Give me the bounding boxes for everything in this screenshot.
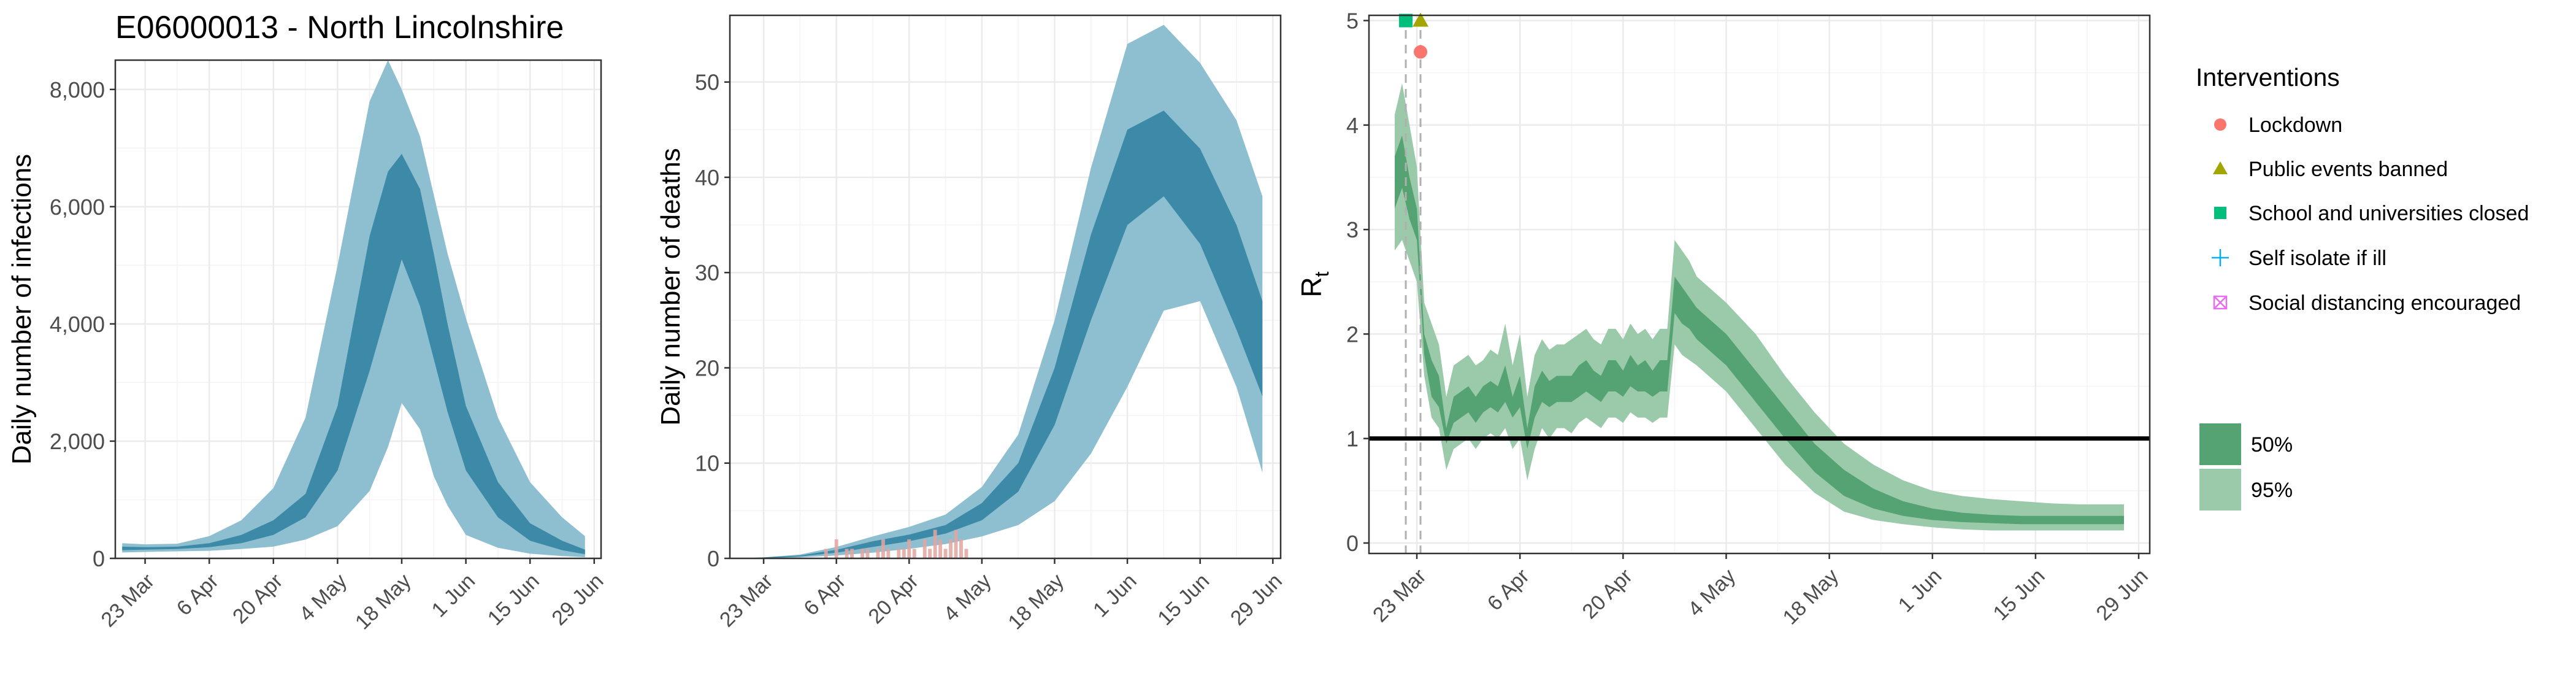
observed-death-bar (959, 539, 963, 558)
y-tick-label: 6,000 (50, 195, 105, 220)
intervention-marker (1399, 13, 1413, 28)
plot-background (1369, 15, 2150, 553)
plot-border (114, 59, 602, 560)
legend-item: Social distancing encouraged (2213, 291, 2521, 315)
legend-label: Social distancing encouraged (2248, 291, 2521, 315)
y-tick-label: 5 (1346, 9, 1359, 34)
legend-swatch (2199, 469, 2241, 511)
observed-death-bar (861, 549, 864, 558)
bands-legend: 50% 95% (2199, 423, 2293, 511)
observed-death-bar (881, 539, 885, 558)
y-tick-label: 0 (93, 546, 105, 571)
y-tick-label: 10 (695, 451, 719, 476)
y-tick-label: 20 (695, 355, 719, 380)
observed-death-bar (928, 549, 932, 558)
y-tick-label: 0 (707, 546, 719, 571)
intervention-marker (1414, 45, 1428, 59)
y-tick-label: 50 (695, 70, 719, 95)
observed-death-bar (964, 549, 968, 558)
y-tick-label: 3 (1346, 217, 1359, 242)
chart-title: E06000013 - North Lincolnshire (115, 10, 564, 45)
legend-label: Lockdown (2248, 114, 2342, 137)
observed-death-bar (876, 549, 880, 558)
plus-icon (2212, 249, 2229, 266)
legend-band-item: 95% (2199, 469, 2293, 511)
legend-swatch (2199, 423, 2241, 465)
circle-icon (2214, 118, 2226, 131)
legend-item: Lockdown (2214, 114, 2342, 137)
interventions-legend: Lockdown Public events banned School and u… (2212, 114, 2529, 315)
observed-death-bar (850, 549, 854, 558)
y-tick-label: 1 (1346, 426, 1359, 452)
triangle-icon (2213, 161, 2228, 174)
legend-label: School and universities closed (2248, 202, 2529, 225)
observed-death-bar (834, 539, 838, 558)
y-tick-label: 2 (1346, 322, 1359, 347)
boxed-x-icon (2213, 295, 2228, 310)
observed-death-bar (886, 549, 891, 558)
y-tick-label: 8,000 (50, 77, 105, 102)
y-tick-label: 4 (1346, 113, 1359, 138)
observed-death-bar (933, 530, 937, 558)
observed-death-bar (938, 539, 943, 558)
observed-death-bar (907, 539, 911, 558)
observed-death-bar (824, 549, 828, 558)
y-axis-title: Rt (1295, 271, 1333, 297)
plot-border (729, 14, 1282, 560)
observed-death-bar (845, 549, 849, 558)
ribbon-95 (1395, 83, 2124, 531)
y-tick-label: 40 (695, 165, 719, 190)
legend-label: Public events banned (2248, 158, 2448, 181)
observed-death-bar (912, 549, 916, 558)
y-tick-label: 2,000 (50, 429, 105, 454)
observed-death-bar (949, 539, 953, 558)
y-axis-title: Daily number of deaths (656, 148, 686, 425)
observed-death-bar (943, 549, 948, 558)
y-tick-label: 4,000 (50, 312, 105, 337)
y-axis-title: Daily number of infections (7, 154, 37, 464)
legend-band-item: 50% (2199, 423, 2293, 465)
observed-death-bar (902, 549, 906, 558)
observed-death-bar (922, 539, 927, 558)
y-tick-label: 30 (695, 260, 719, 285)
legend-label: 95% (2251, 479, 2293, 502)
legend-item: Self isolate if ill (2212, 247, 2386, 270)
legend-title: Interventions (2196, 63, 2340, 91)
legend-label: Self isolate if ill (2248, 247, 2386, 270)
square-icon (2214, 207, 2226, 219)
plot-border (1368, 14, 2151, 555)
observed-death-bar (897, 549, 901, 558)
intervention-marker (1413, 12, 1429, 27)
observed-death-bar (865, 549, 870, 558)
legend-label: 50% (2251, 433, 2293, 457)
observed-death-bar (954, 530, 958, 558)
legend-item: Public events banned (2213, 158, 2448, 181)
y-tick-label: 0 (1346, 531, 1359, 556)
legend: Interventions Lockdown Public events bann… (2196, 63, 2529, 511)
legend-item: School and universities closed (2214, 202, 2529, 225)
ribbon-50 (122, 153, 585, 555)
